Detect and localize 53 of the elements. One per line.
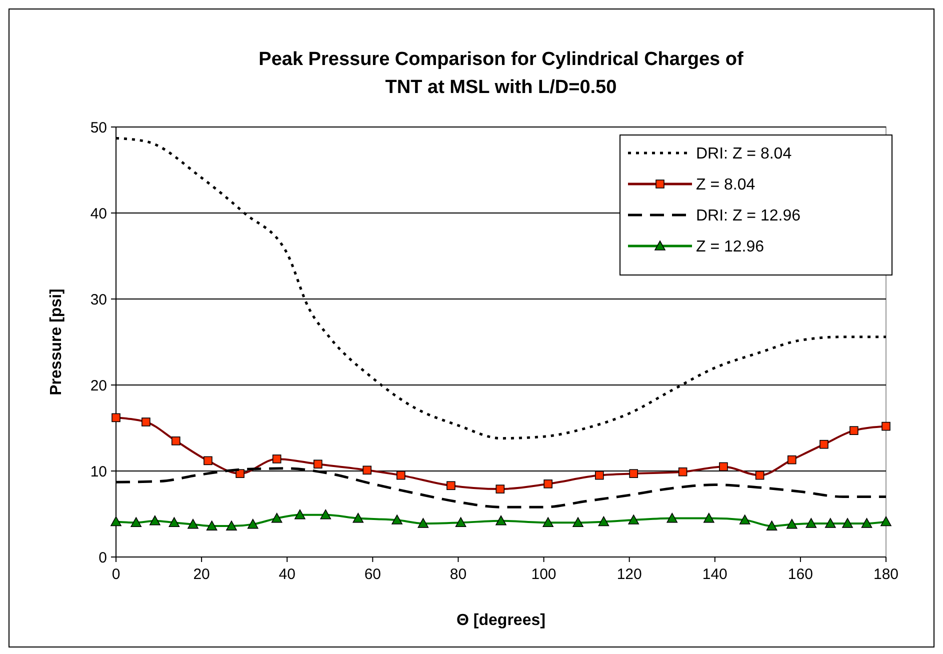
point	[739, 514, 750, 524]
x-tick-label: 80	[450, 566, 467, 583]
point	[842, 518, 853, 528]
point	[806, 518, 817, 528]
x-axis-title: Θ [degrees]	[456, 612, 546, 629]
point	[628, 514, 640, 524]
y-tick-label: 20	[90, 377, 107, 394]
x-tick-label: 20	[193, 566, 210, 583]
point	[824, 518, 836, 528]
point	[392, 514, 402, 524]
legend-label: Z = 8.04	[696, 176, 756, 194]
y-tick-label: 0	[98, 549, 107, 566]
point	[666, 512, 678, 523]
x-tick-label: 40	[278, 566, 296, 583]
chart-title: Peak Pressure Comparison for Cylindrical Charges of TNT at MSL with L/D=0.50	[258, 49, 744, 98]
point	[766, 520, 778, 530]
point	[168, 517, 180, 527]
point	[320, 509, 332, 520]
point	[247, 518, 258, 529]
point	[598, 516, 610, 526]
point	[294, 509, 306, 520]
x-tick-label: 140	[702, 566, 728, 583]
y-axis-title: Pressure [psi]	[48, 288, 65, 396]
x-tick-label: 0	[112, 566, 120, 583]
point	[418, 518, 429, 528]
y-tick-label: 50	[90, 119, 107, 136]
point	[704, 512, 714, 523]
point	[271, 512, 282, 523]
point	[130, 517, 142, 527]
x-tick-label: 100	[531, 566, 556, 583]
y-tick-label: 40	[90, 205, 107, 222]
x-tick-label: 180	[873, 566, 899, 583]
point	[110, 516, 122, 526]
y-tick-label: 10	[90, 463, 107, 480]
x-tick-label: 120	[616, 566, 642, 583]
point	[226, 520, 237, 530]
point	[455, 517, 466, 527]
point	[786, 518, 798, 529]
legend-label: DRI: Z = 8.04	[696, 146, 792, 163]
legend-label: Z = 12.96	[696, 238, 764, 256]
point	[188, 518, 198, 529]
x-tick-label: 60	[364, 566, 382, 583]
point	[206, 520, 218, 530]
point	[572, 517, 584, 527]
point	[496, 515, 506, 526]
point	[880, 516, 892, 526]
point	[352, 512, 364, 523]
point	[542, 517, 554, 527]
point	[861, 518, 872, 528]
y-tick-label: 30	[90, 291, 107, 308]
x-tick-label: 160	[788, 566, 813, 583]
legend-label: DRI: Z = 12.96	[696, 208, 801, 225]
point	[150, 515, 160, 526]
